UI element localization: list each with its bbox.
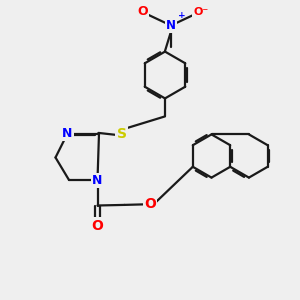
Text: O: O <box>92 219 104 232</box>
Text: N: N <box>92 173 103 187</box>
Text: N: N <box>166 19 176 32</box>
Text: +: + <box>178 11 185 20</box>
Text: O⁻: O⁻ <box>194 7 208 17</box>
Text: N: N <box>62 127 73 140</box>
Text: O: O <box>144 197 156 211</box>
Text: O: O <box>137 5 148 19</box>
Text: S: S <box>116 127 127 140</box>
